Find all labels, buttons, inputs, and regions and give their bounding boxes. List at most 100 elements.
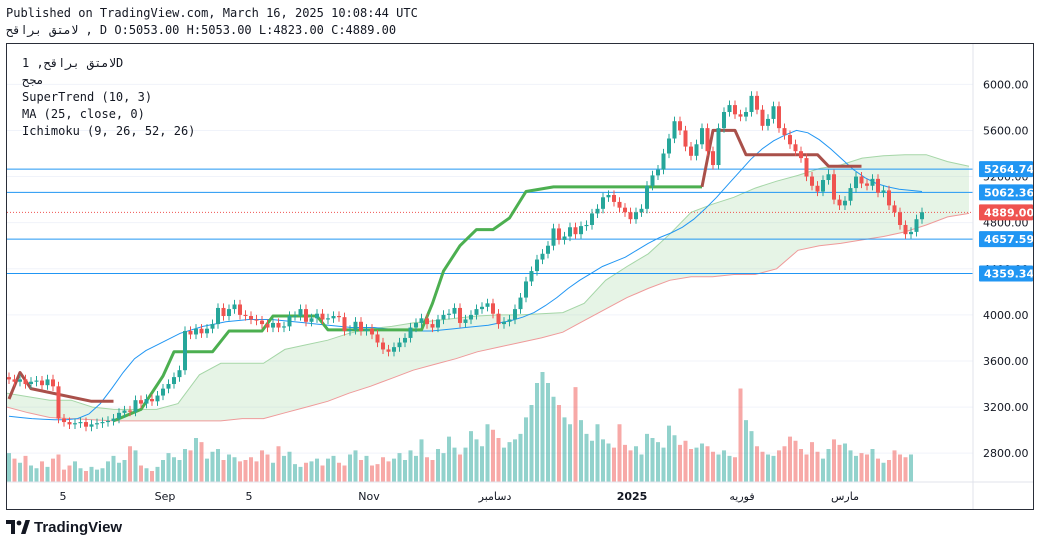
candle [397,337,402,352]
volume-bar [540,372,545,482]
tradingview-logo[interactable]: TradingView [6,516,122,538]
candle-body [199,328,204,334]
candle [282,321,286,333]
volume-bar [188,450,193,482]
candle [353,317,358,335]
candle-body [815,185,820,192]
volume-bar [320,465,325,482]
candle [909,227,913,239]
volume-bar [342,465,347,482]
candle [843,196,847,210]
candle-body [458,307,462,323]
volume-bar [238,461,242,482]
candle-body [337,316,341,318]
candle-body [480,306,484,310]
candle-body [430,324,435,328]
chart-frame[interactable]: 2800.003200.003600.004000.004400.004800.… [6,43,1034,510]
candle [370,324,374,340]
volume-bar [117,462,121,482]
candle [67,417,72,429]
candle [326,313,330,325]
candle-body [51,379,55,387]
candle-body [551,228,556,246]
volume-bar [45,466,50,482]
candle-body [612,194,616,202]
volume-bar [656,442,660,482]
candle [595,204,600,219]
volume-bar [419,439,424,482]
candle [727,100,732,117]
volume-bar [29,465,33,482]
legend-supertrend[interactable]: SuperTrend (10, 3) [22,90,153,104]
candle [106,416,110,427]
candle-body [821,180,825,192]
candle [320,309,325,325]
candle-body [84,422,88,427]
volume-bar [799,449,803,482]
candle-body [309,318,314,322]
candle-body [403,337,407,343]
candle-body [7,377,11,380]
volume-bar [298,466,303,482]
legend-ma[interactable]: MA (25, close, 0) [22,107,145,121]
candle [881,185,886,198]
volume-bar [397,453,402,482]
candle-body [243,314,248,317]
price-chart[interactable]: 2800.003200.003600.004000.004400.004800.… [7,44,1034,510]
volume-bar [584,433,589,482]
candle-body [540,253,545,260]
candle-body [474,309,479,315]
candle [210,319,215,334]
candle [425,313,429,329]
candle-body [749,95,754,113]
candle-body [469,314,473,320]
candle [381,337,385,355]
volume-bar [408,450,413,482]
candle [144,394,149,409]
candle [887,185,891,210]
candle [133,395,138,417]
volume-bar [661,447,666,482]
volume-bar [491,429,495,482]
candle-body [62,418,66,423]
candle [474,304,479,320]
candle [315,309,319,323]
candle-body [216,307,220,325]
candle-body [865,183,869,186]
candle-body [590,213,594,225]
volume-bar [887,460,891,482]
volume-bar [645,433,649,482]
candle [903,220,908,239]
volume-bar [854,455,858,482]
candle-body [282,326,286,328]
legend-ichimoku[interactable]: Ichimoku (9, 26, 52, 26) [22,124,196,138]
volume-bar [375,464,380,482]
candle [458,303,462,328]
candle-body [452,307,457,314]
y-tick-label: 6000.00 [983,78,1029,91]
volume-bar [232,457,237,482]
y-tick-label: 4000.00 [983,309,1029,322]
candle-body [711,151,715,166]
candle-body [34,380,39,382]
volume-bar [331,455,336,482]
candle-body [606,194,611,198]
x-tick-label: Sep [155,490,176,503]
volume-bar [287,451,292,482]
candle [172,372,176,389]
candle-body [133,400,138,412]
candle-body [804,158,809,177]
volume-bar [562,417,567,482]
candle [645,181,649,214]
candles [7,91,924,432]
candle [56,381,61,424]
candle-body [562,236,567,240]
candle-body [683,130,688,147]
candle [760,105,765,131]
candle [375,329,380,348]
candle [689,141,693,161]
candle [23,374,28,389]
candle [826,169,831,185]
volume-bar [650,438,655,482]
candle [628,207,633,224]
